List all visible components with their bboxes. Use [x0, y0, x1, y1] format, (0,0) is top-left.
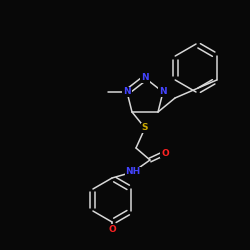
Text: O: O [108, 224, 116, 234]
Text: N: N [159, 88, 167, 96]
Text: O: O [161, 148, 169, 158]
Text: S: S [142, 124, 148, 132]
Text: N: N [123, 88, 131, 96]
Text: N: N [141, 74, 149, 82]
Text: NH: NH [126, 168, 140, 176]
